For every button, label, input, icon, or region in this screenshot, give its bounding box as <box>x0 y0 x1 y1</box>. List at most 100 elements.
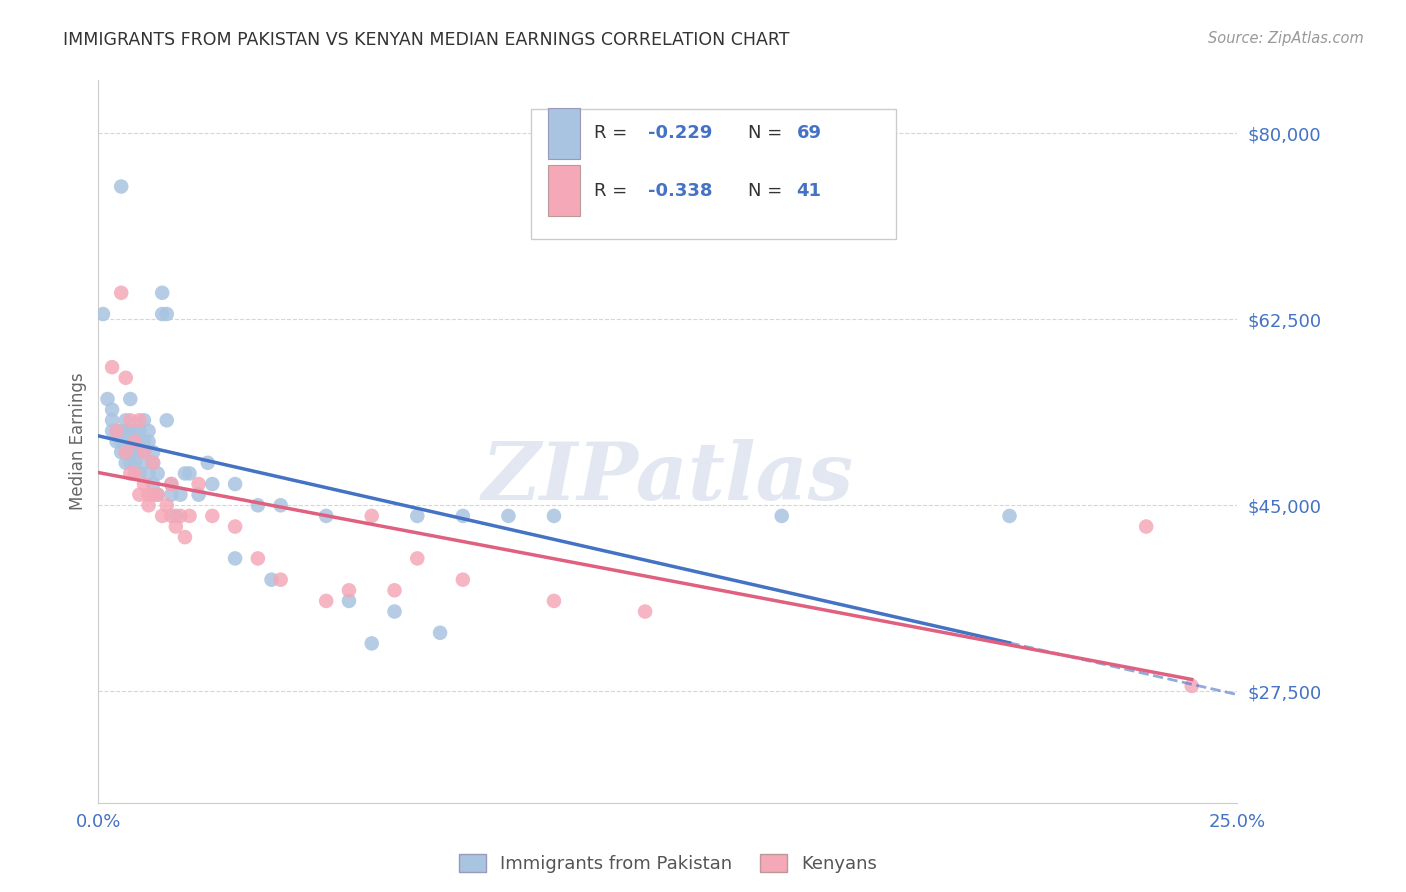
Point <box>160 477 183 491</box>
Point <box>498 508 520 523</box>
Point <box>110 285 132 300</box>
Point <box>543 508 565 523</box>
Point <box>101 413 124 427</box>
Point <box>451 508 474 523</box>
Point <box>384 583 406 598</box>
Point <box>156 498 179 512</box>
Point <box>165 519 187 533</box>
Text: R =: R = <box>593 124 633 143</box>
Point <box>110 179 132 194</box>
Point <box>406 508 429 523</box>
Point <box>260 573 283 587</box>
Point <box>384 605 406 619</box>
Point <box>124 456 146 470</box>
Point <box>120 445 142 459</box>
Point <box>110 445 132 459</box>
Point <box>160 508 183 523</box>
Point <box>120 413 142 427</box>
Point <box>114 424 136 438</box>
Point <box>146 488 169 502</box>
Point <box>132 477 155 491</box>
Text: 41: 41 <box>797 182 821 200</box>
Point <box>315 508 337 523</box>
Text: N =: N = <box>748 182 787 200</box>
Point <box>160 488 183 502</box>
Point <box>114 413 136 427</box>
Point <box>156 413 179 427</box>
Point <box>270 573 292 587</box>
Point <box>270 498 292 512</box>
Point <box>120 456 142 470</box>
Point <box>998 508 1021 523</box>
Point <box>246 498 269 512</box>
Point <box>114 371 136 385</box>
Text: IMMIGRANTS FROM PAKISTAN VS KENYAN MEDIAN EARNINGS CORRELATION CHART: IMMIGRANTS FROM PAKISTAN VS KENYAN MEDIA… <box>63 31 790 49</box>
Y-axis label: Median Earnings: Median Earnings <box>69 373 87 510</box>
Point <box>1135 519 1157 533</box>
Point <box>105 424 128 438</box>
Point <box>360 636 382 650</box>
Point <box>105 434 128 449</box>
Point <box>197 456 219 470</box>
Point <box>142 488 165 502</box>
Point <box>91 307 114 321</box>
Point <box>246 551 269 566</box>
Point <box>132 445 155 459</box>
Legend: Immigrants from Pakistan, Kenyans: Immigrants from Pakistan, Kenyans <box>451 847 884 880</box>
Point <box>142 445 165 459</box>
Point <box>105 424 128 438</box>
Point <box>142 477 165 491</box>
Point <box>156 307 179 321</box>
Point <box>132 434 155 449</box>
Point <box>169 508 191 523</box>
Point <box>179 508 201 523</box>
Text: -0.338: -0.338 <box>648 182 713 200</box>
Point <box>96 392 118 406</box>
Point <box>114 445 136 459</box>
Point <box>150 508 173 523</box>
Point <box>138 498 160 512</box>
Point <box>187 477 209 491</box>
Point <box>124 467 146 481</box>
Text: N =: N = <box>748 124 787 143</box>
Point <box>120 424 142 438</box>
Point <box>128 413 150 427</box>
Point <box>138 488 160 502</box>
Text: -0.229: -0.229 <box>648 124 713 143</box>
Point <box>1181 679 1204 693</box>
Point <box>337 583 360 598</box>
Point <box>132 413 155 427</box>
Point <box>101 424 124 438</box>
Point <box>165 508 187 523</box>
FancyBboxPatch shape <box>531 109 896 239</box>
Point <box>124 424 146 438</box>
Point <box>124 434 146 449</box>
Point <box>101 360 124 375</box>
Point <box>120 467 142 481</box>
Point <box>406 551 429 566</box>
Text: ZIPatlas: ZIPatlas <box>482 439 853 516</box>
Point <box>132 456 155 470</box>
Point <box>101 402 124 417</box>
Point <box>224 519 246 533</box>
Point <box>224 477 246 491</box>
Point <box>124 445 146 459</box>
FancyBboxPatch shape <box>548 108 581 159</box>
Point <box>187 488 209 502</box>
Point <box>160 477 183 491</box>
Point <box>179 467 201 481</box>
Point <box>146 488 169 502</box>
Point <box>224 551 246 566</box>
Point <box>114 456 136 470</box>
Point <box>543 594 565 608</box>
Point <box>360 508 382 523</box>
Point <box>201 508 224 523</box>
Point <box>429 625 451 640</box>
Point <box>120 392 142 406</box>
Point <box>138 434 160 449</box>
Text: R =: R = <box>593 182 633 200</box>
Point <box>174 530 197 544</box>
Point <box>315 594 337 608</box>
Point <box>142 456 165 470</box>
Point <box>337 594 360 608</box>
